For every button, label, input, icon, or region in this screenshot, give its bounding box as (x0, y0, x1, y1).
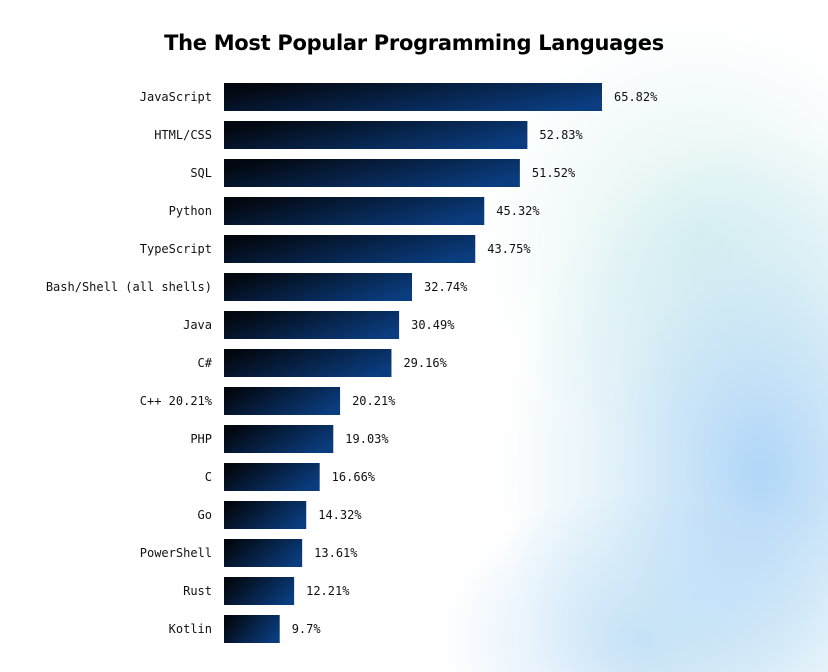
bar-6 (224, 311, 400, 339)
bar-3 (224, 197, 485, 225)
category-label: Python (169, 204, 212, 218)
bar-10 (224, 463, 320, 491)
value-label: 32.74% (424, 280, 468, 294)
value-label: 30.49% (411, 318, 455, 332)
bar-12 (224, 539, 303, 567)
category-label: HTML/CSS (154, 128, 212, 142)
value-label: 19.03% (345, 432, 389, 446)
category-label: C++ 20.21% (140, 394, 213, 408)
bar-4 (224, 235, 476, 263)
category-label: PowerShell (140, 546, 212, 560)
value-label: 9.7% (292, 622, 322, 636)
category-label: PHP (190, 432, 212, 446)
category-label: SQL (190, 166, 212, 180)
category-label: Rust (183, 584, 212, 598)
value-label: 43.75% (487, 242, 531, 256)
bar-1 (224, 121, 528, 149)
bar-5 (224, 273, 413, 301)
category-label: JavaScript (140, 90, 212, 104)
category-label: Bash/Shell (all shells) (46, 280, 212, 294)
bar-7 (224, 349, 392, 377)
value-label: 45.32% (496, 204, 540, 218)
bar-11 (224, 501, 307, 529)
value-label: 12.21% (306, 584, 350, 598)
bar-9 (224, 425, 334, 453)
category-label: C (205, 470, 212, 484)
category-label: Java (183, 318, 212, 332)
category-label: Kotlin (169, 622, 212, 636)
value-label: 14.32% (318, 508, 362, 522)
bar-14 (224, 615, 280, 643)
value-label: 16.66% (332, 470, 376, 484)
category-label: C# (198, 356, 213, 370)
value-label: 65.82% (614, 90, 658, 104)
value-label: 29.16% (403, 356, 447, 370)
bar-2 (224, 159, 520, 187)
value-label: 20.21% (352, 394, 396, 408)
value-label: 52.83% (539, 128, 583, 142)
chart-title: The Most Popular Programming Languages (164, 31, 664, 55)
value-label: 13.61% (314, 546, 358, 560)
bar-8 (224, 387, 341, 415)
category-label: Go (198, 508, 212, 522)
bar-0 (224, 83, 602, 111)
category-label: TypeScript (140, 242, 212, 256)
value-label: 51.52% (532, 166, 576, 180)
bar-13 (224, 577, 295, 605)
